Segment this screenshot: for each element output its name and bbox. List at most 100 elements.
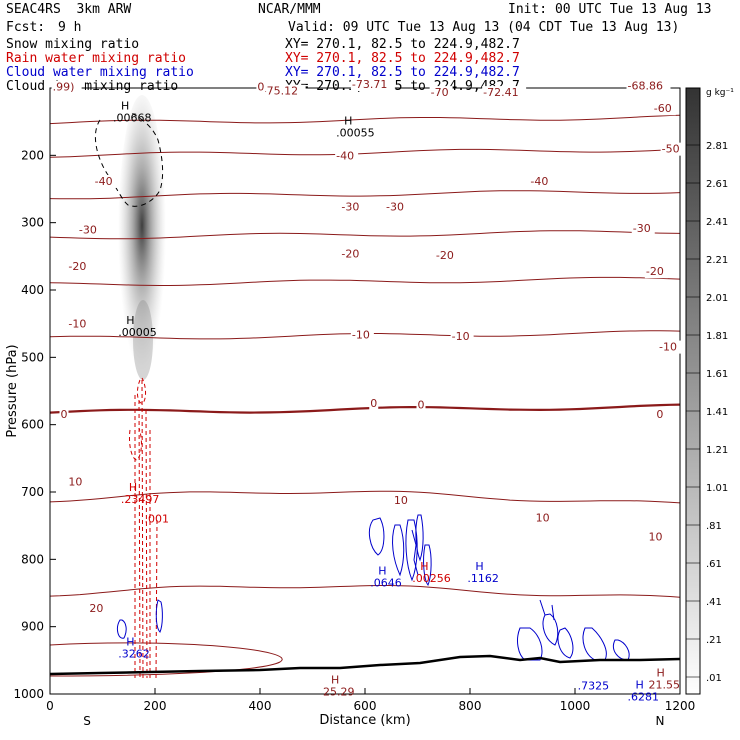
extremum-value: .0646 [370, 576, 402, 589]
contour-label-bg [369, 397, 379, 411]
field-name-snow: Snow mixing ratio [6, 37, 140, 52]
cloud-water-contours [116, 514, 630, 661]
contour-label: 0 [370, 397, 377, 410]
y-tick-label: 400 [21, 283, 44, 297]
x-tick-label: 400 [249, 699, 272, 713]
y-tick-label: 500 [21, 350, 44, 364]
contour-label: 0 [257, 81, 264, 94]
x-tick-label: 600 [354, 699, 377, 713]
extremum-marker: H [121, 100, 129, 113]
contour-label: .99) [53, 81, 75, 94]
contour-label-bg [529, 174, 553, 188]
contour-label-bg [450, 329, 474, 343]
contour-label: -20 [436, 249, 454, 262]
contour-label-bg [59, 407, 69, 421]
contour-label-bg [350, 78, 395, 91]
contour-label: -30 [633, 222, 651, 235]
colorbar-label: 1.41 [706, 407, 728, 418]
temperature-contour [50, 114, 680, 125]
extremum-marker: H [126, 314, 134, 327]
center-title: NCAR/MMM [258, 2, 321, 17]
temperature-contour [50, 230, 680, 240]
temperature-contour [50, 190, 680, 200]
contour-label-bg [385, 200, 408, 214]
contour-label: -30 [341, 201, 359, 214]
field-name-cloud-water: Cloud water mixing ratio [6, 65, 194, 80]
model-title: SEAC4RS 3km ARW [6, 2, 132, 17]
temperature-contour [50, 148, 680, 158]
contour-label: -60 [654, 102, 672, 115]
terrain-surface [50, 654, 680, 676]
extremum-value: .23497 [121, 493, 160, 506]
extremum-marker: H [475, 560, 483, 573]
contour-label: 0 [61, 408, 68, 421]
contour-label: 20 [89, 602, 103, 615]
contour-label: -30 [79, 223, 97, 236]
x-axis-label: Distance (km) [319, 713, 410, 728]
field-xy-snow: XY= 270.1, 82.5 to 224.9,482.7 [285, 37, 520, 52]
contour-label: -20 [646, 265, 664, 278]
contour-label: -20 [68, 260, 86, 273]
contour-label-bg [647, 530, 664, 544]
extremum-value: .7325 [578, 679, 610, 692]
y-tick-label: 600 [21, 418, 44, 432]
colorbar [685, 87, 701, 695]
x-tick-label: 1000 [560, 699, 591, 713]
extremum-marker: H [126, 636, 134, 649]
contour-label: -10 [452, 330, 470, 343]
contour-label: 10 [649, 530, 663, 543]
colorbar-label: .41 [706, 597, 722, 608]
init-time: Init: 00 UTC Tue 13 Aug 13 [508, 2, 712, 17]
y-tick-label: 700 [21, 485, 44, 499]
contour-label-bg [340, 200, 364, 214]
colorbar-unit: g kg⁻¹ [706, 88, 734, 98]
contour-label: 10 [68, 475, 82, 488]
extremum-value: 21.55 [649, 679, 681, 692]
contour-label: -20 [341, 248, 359, 261]
contour-label-bg [652, 102, 676, 116]
contour-label-bg [631, 222, 655, 236]
extremum-value: .3262 [118, 648, 150, 661]
y-tick-label: 300 [21, 216, 44, 230]
colorbar-label: 2.61 [706, 179, 728, 190]
contour-label-bg [655, 407, 665, 421]
contour-label: -40 [95, 175, 113, 188]
y-tick-label: 900 [21, 620, 44, 634]
rain-contours [129, 377, 158, 679]
extremum-value: .001 [145, 512, 170, 525]
contour-label: -72.41 [483, 86, 518, 99]
y-tick-label: 200 [21, 148, 44, 162]
contour-label-bg [51, 80, 82, 94]
y-tick-label: 800 [21, 552, 44, 566]
contour-label-bg [88, 601, 105, 615]
contour-label-bg [93, 174, 117, 188]
extremum-marker: H [344, 114, 352, 127]
contour-label: -70 [431, 86, 449, 99]
colorbar-label: .21 [706, 635, 722, 646]
contour-label: -75.12 [263, 85, 298, 98]
contour-label-bg [392, 494, 409, 508]
y-axis-label: Pressure (hPa) [5, 344, 20, 437]
extremum-marker: H [420, 560, 428, 573]
x-tick-label: 0 [46, 699, 54, 713]
temperature-contour [50, 642, 283, 677]
contour-label: -10 [352, 328, 370, 341]
contour-label-bg [67, 475, 84, 489]
colorbar-label: 1.21 [706, 445, 728, 456]
colorbar-label: 1.01 [706, 483, 728, 494]
contour-label-bg [434, 249, 458, 263]
contour-label: 10 [394, 494, 408, 507]
contour-label: 0 [418, 399, 425, 412]
contour-label-bg [429, 86, 453, 100]
colorbar-label: .01 [706, 673, 722, 684]
contour-label: -10 [68, 318, 86, 331]
temperature-contour [50, 403, 680, 414]
contour-label: 10 [536, 512, 550, 525]
temperature-contour [50, 585, 680, 598]
extremum-marker: H [129, 481, 137, 494]
colorbar-label: 2.21 [706, 255, 728, 266]
field-xy-rain: XY= 270.1, 82.5 to 224.9,482.7 [285, 51, 520, 66]
temperature-contour [50, 276, 680, 286]
colorbar-label: 2.41 [706, 217, 728, 228]
extremum-marker: H [636, 679, 644, 692]
